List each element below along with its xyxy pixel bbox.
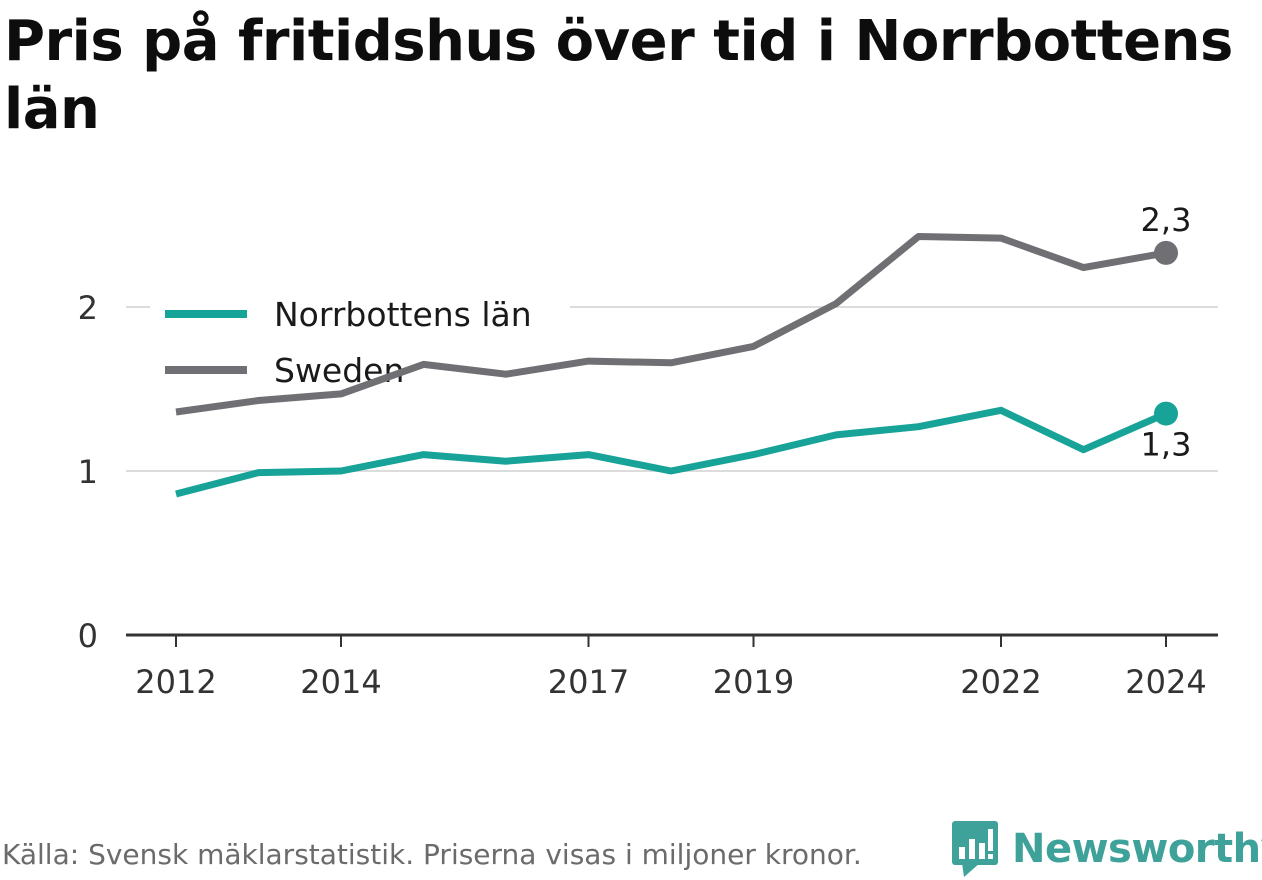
x-tick-label: 2017 [548, 663, 629, 701]
end-dot-norrbottens [1154, 401, 1178, 426]
series-line-norrbottens [175, 406, 1168, 498]
legend-label-sweden: Sweden [274, 351, 404, 390]
bar-chart-speech-bubble-icon [952, 821, 998, 877]
end-points: 1,3 2,3 [1141, 201, 1192, 464]
brand-logo: Newsworthy [950, 818, 1262, 880]
end-dot-sweden [1154, 240, 1178, 265]
end-label-sweden: 2,3 [1141, 201, 1192, 239]
brand-name: Newsworthy [1012, 826, 1262, 872]
y-axis-ticks: 0 1 2 [78, 289, 98, 655]
legend: Norrbottens län Sweden [150, 286, 570, 398]
x-tick-label: 2024 [1125, 663, 1206, 701]
x-tick-label: 2012 [135, 663, 216, 701]
x-tick-label: 2019 [713, 663, 794, 701]
series-lines [175, 233, 1168, 498]
end-label-norrbottens: 1,3 [1141, 426, 1192, 464]
y-tick-label: 2 [78, 289, 98, 327]
legend-label-norrbottens: Norrbottens län [274, 295, 532, 334]
y-tick-label: 0 [78, 617, 98, 655]
x-tick-label: 2022 [960, 663, 1041, 701]
x-tick-label: 2014 [300, 663, 381, 701]
line-chart: 0 1 2 2012 2014 2017 2019 2022 2024 Norrbottens… [78, 201, 1218, 701]
series-line-sweden [175, 233, 1167, 416]
legend-background [150, 286, 570, 398]
y-tick-label: 1 [78, 453, 98, 491]
source-note: Källa: Svensk mäklarstatistik. Priserna … [2, 838, 862, 871]
chart-title: Pris på fritidshus över tid i Norrbotten… [4, 9, 1233, 142]
x-axis-ticks: 2012 2014 2017 2019 2022 2024 [135, 635, 1207, 701]
